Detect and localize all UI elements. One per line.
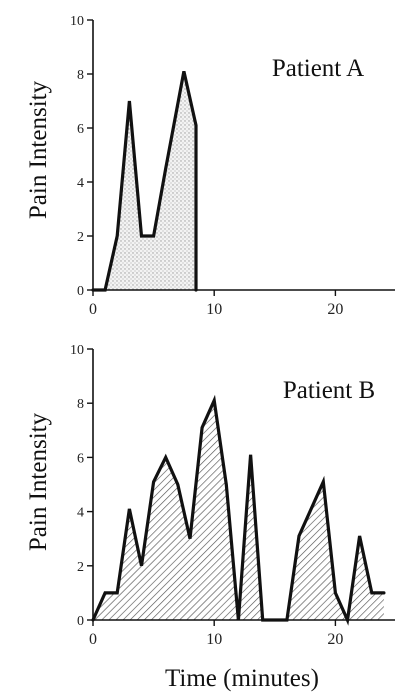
chart-panel-b: Patient B Pain Intensity 0 2 4 6 8 10 0 10 20 Ti… (25, 343, 395, 692)
y-tick-label-a-6: 6 (77, 122, 84, 137)
y-tick-label-a-8: 8 (77, 68, 84, 83)
chart-panel-a: Patient A Pain Intensity 0 2 4 6 8 10 0 10 20 (25, 14, 395, 318)
y-axis-label-b: Pain Intensity (25, 412, 52, 551)
area-fill-b (93, 400, 384, 620)
y-tick-label-b-8: 8 (77, 397, 84, 412)
ticks-b: 0 2 4 6 8 10 0 10 20 (70, 343, 343, 648)
y-tick-label-a-0: 0 (77, 284, 84, 299)
x-axis-label-b: Time (minutes) (165, 665, 319, 692)
ticks-a: 0 2 4 6 8 10 0 10 20 (70, 14, 343, 318)
x-tick-label-a-10: 10 (206, 301, 222, 318)
series-line-b (91, 394, 386, 626)
chart-title-b: Patient B (283, 377, 375, 404)
y-axis-label-a: Pain Intensity (25, 80, 52, 219)
y-tick-label-b-10: 10 (70, 343, 84, 358)
y-tick-label-a-2: 2 (77, 230, 84, 245)
x-tick-label-b-10: 10 (206, 631, 222, 648)
area-fill-a (93, 71, 196, 290)
y-tick-label-b-2: 2 (77, 560, 84, 575)
y-tick-label-b-0: 0 (77, 614, 84, 629)
x-tick-label-a-20: 20 (327, 301, 343, 318)
x-tick-label-a-0: 0 (89, 301, 97, 318)
x-tick-label-b-20: 20 (327, 631, 343, 648)
chart-title-a: Patient A (272, 55, 364, 82)
y-tick-label-a-4: 4 (77, 176, 84, 191)
y-tick-label-b-4: 4 (77, 506, 84, 521)
x-tick-label-b-0: 0 (89, 631, 97, 648)
y-tick-label-b-6: 6 (77, 451, 84, 466)
y-tick-label-a-10: 10 (70, 14, 84, 29)
